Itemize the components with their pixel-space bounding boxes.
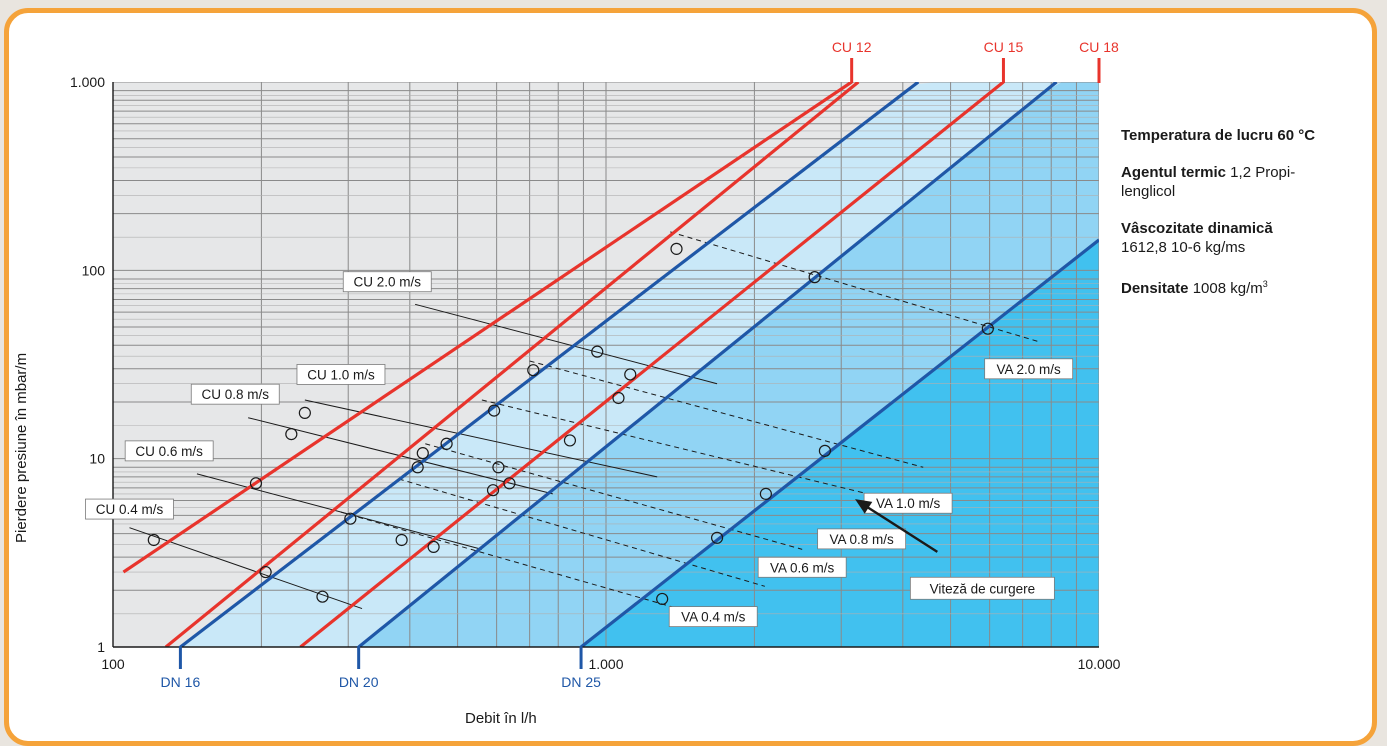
velocity-label-box xyxy=(296,364,386,385)
velocity-label: VA 0.6 m/s xyxy=(770,560,835,575)
velocity-line xyxy=(340,511,679,610)
velocity-label: VA 0.4 m/s xyxy=(681,610,746,625)
velocity-line xyxy=(425,443,803,550)
intersection-marker xyxy=(527,364,540,377)
dynamic-viscosity: Vâscozitate dinamică 1612,8 10-6 kg/ms xyxy=(1121,219,1321,257)
intersection-marker xyxy=(344,512,357,525)
annotation-label: Viteză de curgere xyxy=(930,581,1036,596)
intersection-marker xyxy=(563,434,577,447)
velocity-label: CU 0.4 m/s xyxy=(96,502,164,517)
annotation-box xyxy=(909,576,1055,600)
velocity-line xyxy=(398,478,765,587)
velocity-label: VA 0.8 m/s xyxy=(829,532,894,547)
pipe-line xyxy=(179,82,920,647)
cu-label: CU 12 xyxy=(832,39,872,55)
dn-label: DN 20 xyxy=(339,674,379,690)
intersection-marker xyxy=(147,533,160,547)
y-tick-label: 100 xyxy=(82,262,106,278)
velocity-line xyxy=(414,303,718,385)
viscosity-value: 1612,8 10-6 kg/ms xyxy=(1121,239,1246,256)
velocity-label: CU 0.6 m/s xyxy=(135,444,203,459)
annotation-arrow-shaft xyxy=(860,502,938,553)
working-temperature: Temperatura de lucru 60 °C xyxy=(1121,127,1316,144)
dn-label: DN 25 xyxy=(561,674,601,690)
intersection-marker xyxy=(416,447,429,460)
density: Densitate 1008 kg/m3 xyxy=(1121,275,1321,298)
intersection-marker xyxy=(759,487,772,501)
intersection-marker xyxy=(285,428,298,441)
intersection-marker xyxy=(612,391,625,405)
heat-agent: Agentul termic 1,2 Propi-lenglicol xyxy=(1121,163,1321,201)
intersection-marker xyxy=(298,406,311,419)
intersection-marker xyxy=(488,404,501,417)
pipe-line xyxy=(580,238,1099,647)
velocity-label-box xyxy=(124,440,214,462)
grid-lines xyxy=(113,82,1099,647)
annotation-arrow-head xyxy=(855,499,873,514)
density-label: Densitate xyxy=(1121,280,1189,297)
intersection-marker xyxy=(591,345,604,358)
cu-label: CU 15 xyxy=(984,39,1024,55)
intersection-marker xyxy=(395,533,408,547)
y-tick-label: 1 xyxy=(97,639,105,655)
density-value: 1008 kg/m xyxy=(1188,280,1263,297)
velocity-line xyxy=(670,231,1038,342)
y-tick-label: 1.000 xyxy=(70,74,105,90)
intersection-marker xyxy=(486,484,500,497)
info-panel: Temperatura de lucru 60 °C Agentul termi… xyxy=(1121,126,1321,298)
pipe-line xyxy=(164,82,860,647)
velocity-label: VA 1.0 m/s xyxy=(876,496,941,511)
velocity-label-box xyxy=(668,606,758,628)
pressure-drop-chart: 100 1.000 10.000 1 10 100 1.000 DN 16 DN 20 DN 25… xyxy=(70,39,1121,690)
velocity-label: CU 1.0 m/s xyxy=(307,367,375,382)
x-tick-label: 100 xyxy=(101,656,125,672)
chart-frame: 100 1.000 10.000 1 10 100 1.000 DN 16 DN 20 DN 25… xyxy=(4,8,1377,746)
velocity-label-box xyxy=(85,498,174,520)
intersection-marker xyxy=(259,565,272,579)
pipe-line xyxy=(299,82,1005,647)
cu-label: CU 18 xyxy=(1079,39,1119,55)
heat-agent-value: 1,2 Propi-lenglicol xyxy=(1121,164,1296,200)
velocity-label: VA 2.0 m/s xyxy=(997,362,1062,377)
velocity-label-box xyxy=(757,556,847,578)
intersection-marker xyxy=(316,590,329,603)
x-axis-title: Debit în l/h xyxy=(465,710,537,727)
pipe-line xyxy=(357,82,1058,647)
heat-agent-label: Agentul termic xyxy=(1121,164,1227,181)
velocity-line xyxy=(529,360,924,468)
velocity-label-box xyxy=(984,358,1074,380)
velocity-label: CU 0.8 m/s xyxy=(201,387,269,402)
velocity-label-box xyxy=(190,383,280,405)
y-tick-label: 10 xyxy=(89,451,105,467)
velocity-line xyxy=(196,473,482,550)
density-unit-sup: 3 xyxy=(1262,279,1268,289)
pipe-line xyxy=(122,82,853,574)
intersection-marker xyxy=(710,531,724,544)
intersection-marker xyxy=(670,242,683,255)
intersection-marker xyxy=(503,477,516,490)
velocity-label: CU 2.0 m/s xyxy=(353,275,421,290)
velocity-label-box xyxy=(817,528,907,550)
y-axis-title: Pierdere presiune în mbar/m xyxy=(13,352,30,543)
intersection-marker xyxy=(656,592,669,606)
intersection-marker xyxy=(427,540,440,554)
intersection-marker xyxy=(981,322,994,335)
x-tick-label: 10.000 xyxy=(1078,656,1121,672)
intersection-marker xyxy=(808,271,821,284)
velocity-line xyxy=(481,399,869,495)
intersection-marker xyxy=(624,368,637,381)
viscosity-label: Vâscozitate dinamică xyxy=(1121,220,1273,237)
velocity-line xyxy=(304,399,658,478)
intersection-marker xyxy=(411,461,424,474)
dn-label: DN 16 xyxy=(161,674,201,690)
intersection-marker xyxy=(249,477,263,490)
intersection-marker xyxy=(440,437,453,450)
x-tick-label: 1.000 xyxy=(588,656,623,672)
intersection-marker xyxy=(492,461,505,474)
intersection-marker xyxy=(818,444,832,457)
velocity-label-box xyxy=(342,271,432,293)
